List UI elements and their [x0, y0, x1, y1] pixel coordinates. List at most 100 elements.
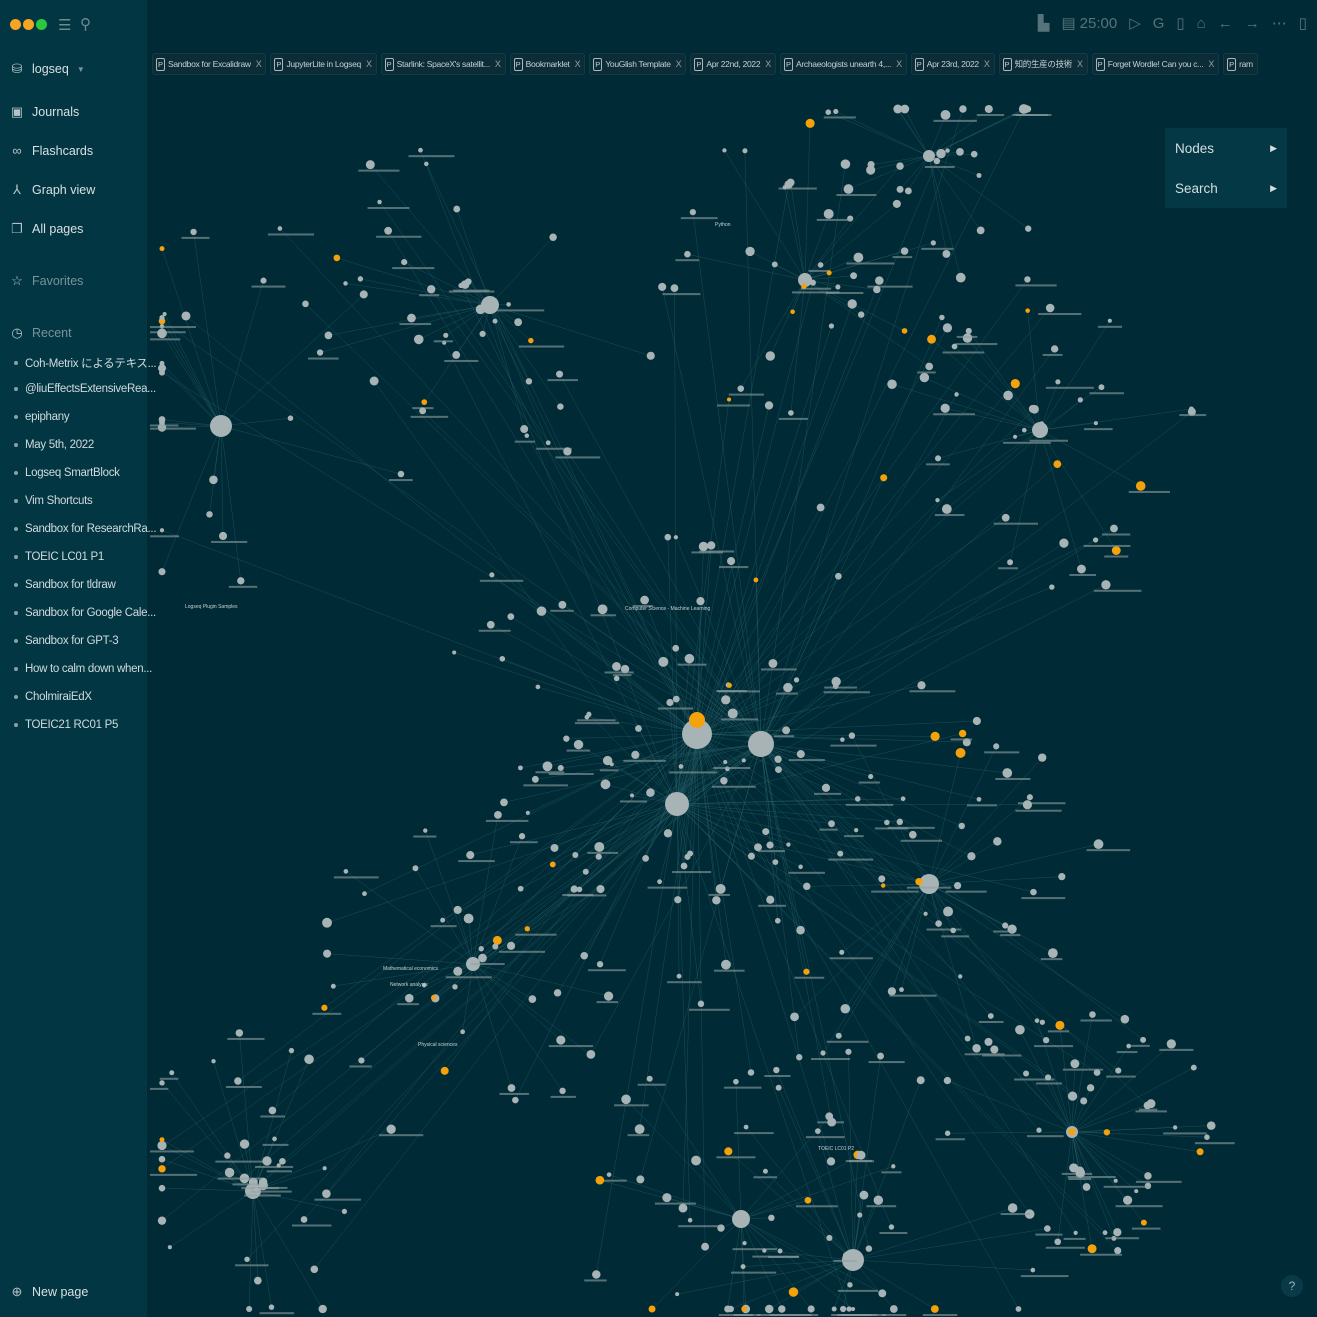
sidebar-item-flashcards[interactable]: ∞ Flashcards [10, 143, 93, 158]
graph-node[interactable] [648, 1305, 656, 1313]
graph-node[interactable] [865, 1245, 873, 1252]
graph-node[interactable] [1012, 434, 1018, 439]
graph-node[interactable] [825, 109, 832, 116]
sidebar-item-journals[interactable]: ▣ Journals [10, 104, 79, 120]
sidebar-item-graph-view[interactable]: ⅄ Graph view [10, 182, 95, 198]
graph-node[interactable] [635, 725, 642, 732]
graph-node[interactable] [499, 655, 506, 662]
graph-node[interactable] [1059, 538, 1069, 548]
graph-node[interactable] [524, 433, 530, 438]
graph-node[interactable] [843, 1252, 848, 1258]
graph-node[interactable] [333, 254, 341, 262]
graph-node[interactable] [753, 577, 759, 583]
graph-node[interactable] [696, 597, 705, 606]
graph-node[interactable] [724, 1147, 733, 1156]
graph-node[interactable] [967, 852, 976, 861]
nodes-section[interactable]: Nodes ▶ [1165, 128, 1287, 168]
recent-item[interactable]: May 5th, 2022 [14, 439, 94, 451]
graph-node[interactable] [733, 1078, 739, 1085]
graph-node[interactable] [919, 372, 930, 383]
graph-node[interactable] [908, 830, 917, 839]
graph-node[interactable] [1190, 1064, 1197, 1071]
graph-node[interactable] [684, 653, 695, 664]
graph-node[interactable] [550, 843, 559, 852]
graph-node[interactable] [1098, 384, 1105, 391]
close-tab-icon[interactable]: X [574, 59, 581, 69]
tab[interactable]: P YouGlish Template X [589, 53, 687, 75]
graph-node[interactable] [358, 1057, 365, 1064]
graph-node[interactable] [595, 1175, 605, 1185]
graph-node[interactable] [518, 765, 523, 771]
graph-node[interactable] [1067, 1091, 1078, 1101]
graph-node[interactable] [181, 311, 191, 321]
graph-node[interactable] [837, 850, 844, 857]
graph-node[interactable] [965, 327, 972, 334]
graph-node[interactable] [514, 318, 523, 327]
graph-node[interactable] [772, 859, 779, 866]
graph-node[interactable] [646, 351, 655, 360]
graph-node[interactable] [559, 1087, 566, 1095]
graph-node[interactable] [1188, 406, 1194, 412]
graph-node[interactable] [814, 1128, 821, 1135]
close-tab-icon[interactable]: X [765, 59, 771, 69]
graph-node[interactable] [945, 148, 950, 153]
graph-node[interactable] [958, 974, 963, 979]
graph-node[interactable] [684, 853, 691, 860]
book-icon[interactable]: ▯ [1176, 15, 1185, 32]
graph-node[interactable] [158, 568, 166, 576]
graph-node[interactable] [506, 302, 511, 307]
graph-node[interactable] [157, 364, 167, 373]
graph-node[interactable] [1022, 800, 1033, 810]
close-tab-icon[interactable]: X [494, 59, 501, 69]
g-icon[interactable]: G [1152, 14, 1165, 32]
graph-node[interactable] [646, 788, 655, 797]
graph-node[interactable] [840, 737, 845, 742]
graph-node[interactable] [1077, 564, 1086, 574]
graph-node[interactable] [774, 917, 781, 924]
help-button[interactable]: ? [1281, 1275, 1303, 1297]
graph-node[interactable] [896, 162, 904, 170]
graph-node[interactable] [972, 716, 981, 726]
graph-node[interactable] [518, 833, 526, 840]
graph-node[interactable] [563, 735, 570, 742]
graph-node[interactable] [657, 879, 663, 885]
graph-node[interactable] [234, 1077, 242, 1085]
graph-node[interactable] [663, 829, 673, 838]
graph-node[interactable] [899, 987, 904, 993]
graph-node[interactable] [1082, 1183, 1091, 1191]
more-icon[interactable]: ⋯ [1271, 15, 1287, 32]
graph-node[interactable] [484, 304, 494, 314]
graph-node[interactable] [682, 719, 712, 749]
graph-node[interactable] [673, 535, 678, 540]
graph-node[interactable] [976, 796, 982, 802]
graph-node[interactable] [857, 311, 865, 318]
graph-node[interactable] [857, 1212, 863, 1218]
recent-item[interactable]: epiphany [14, 411, 70, 423]
graph-node[interactable] [1080, 1097, 1088, 1105]
graph-node[interactable] [840, 1003, 851, 1014]
graph-node[interactable] [827, 1117, 837, 1127]
graph-node[interactable] [322, 1166, 327, 1171]
graph-node[interactable] [1025, 308, 1030, 313]
graph-node[interactable] [880, 883, 886, 888]
graph-node[interactable] [723, 759, 728, 765]
play-icon[interactable]: ▷ [1129, 15, 1141, 32]
graph-node[interactable] [930, 731, 940, 741]
graph-node[interactable] [159, 1080, 165, 1086]
graph-node[interactable] [840, 1305, 847, 1313]
graph-node[interactable] [848, 732, 856, 739]
graph-node[interactable] [464, 278, 472, 285]
graph-node[interactable] [727, 557, 736, 566]
graph-node[interactable] [254, 1276, 262, 1285]
graph-node[interactable] [1107, 318, 1112, 323]
graph-node[interactable] [458, 282, 464, 289]
recent-item[interactable]: Vim Shortcuts [14, 495, 93, 507]
graph-node[interactable] [817, 262, 824, 268]
graph-node[interactable] [742, 148, 748, 154]
sidebar-item-all-pages[interactable]: ❐ All pages [10, 221, 83, 237]
graph-node[interactable] [1025, 225, 1032, 232]
graph-node[interactable] [606, 1172, 612, 1177]
graph-node[interactable] [741, 758, 746, 763]
graph-node[interactable] [847, 1282, 853, 1288]
graph-node[interactable] [1093, 839, 1104, 850]
